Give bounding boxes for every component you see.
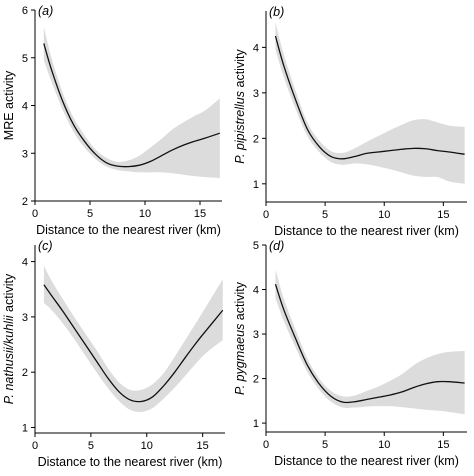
panel-c-confidence-band: [43, 266, 223, 413]
panel-c-tag: (c): [38, 239, 53, 253]
panel-d-ylabel: P. pygmaeus activity: [233, 281, 247, 395]
panel-d-y-tick-label: 1: [253, 418, 259, 430]
panel-b-y-tick-label: 1: [253, 179, 259, 191]
panel-d-y-ticks: 1 2 3 4 5: [253, 240, 266, 430]
panel-c-x-tick-label: 0: [32, 440, 38, 452]
panel-c-x-tick-label: 10: [141, 440, 153, 452]
panel-a-xlabel: Distance to the nearest river (km): [36, 223, 221, 237]
panel-c: 0 5 10 15 1 2 3 4 (c) Distance to the nearest …: [2, 239, 225, 469]
panel-a-x-tick-label: 15: [194, 208, 206, 220]
panel-c-fit-line: [43, 284, 224, 403]
panel-b-tag: (b): [269, 5, 284, 19]
panel-d-ylabel-part: P. pygmaeus: [233, 324, 247, 395]
panel-b-x-tick-label: 0: [263, 209, 269, 221]
panel-c-x-ticks: 0 5 10 15: [32, 433, 209, 452]
panel-b-fit-line: [274, 35, 465, 160]
panel-c-xlabel: Distance to the nearest river (km): [38, 455, 223, 469]
panel-a-x-tick-label: 10: [139, 208, 151, 220]
panel-d-tag: (d): [269, 239, 284, 253]
panel-a-fit-line: [43, 43, 221, 168]
panel-d-fit-line: [274, 283, 465, 404]
panel-a: 0 5 10 15 2 3 4 5 6 (a) Distance to the nearest…: [2, 4, 222, 237]
panel-d-confidence-band: [275, 269, 465, 415]
panel-c-ylabel-part: activity: [2, 273, 16, 315]
panel-c-y-tick-label: 1: [22, 422, 28, 434]
panel-d-y-tick-label: 3: [253, 329, 259, 341]
panel-d-x-ticks: 0 5 10 15: [263, 432, 449, 451]
panel-a-tag: (a): [38, 4, 53, 18]
panel-c-y-tick-label: 3: [22, 312, 28, 324]
panel-c-y-tick-label: 4: [22, 257, 28, 269]
panel-a-y-tick-label: 4: [22, 101, 28, 113]
panel-a-ylabel: MRE activity: [2, 70, 16, 140]
panel-d: 0 5 10 15 1 2 3 4 5 (d) Distance to the nearest…: [233, 239, 467, 468]
panel-b-x-tick-label: 5: [322, 209, 328, 221]
panel-b-x-tick-label: 15: [437, 209, 449, 221]
panel-b-xlabel: Distance to the nearest river (km): [274, 224, 459, 238]
panel-b-y-tick-label: 3: [253, 88, 259, 100]
panel-a-ylabel-part: MRE activity: [2, 70, 16, 140]
panel-b-ylabel-part: activity: [233, 49, 247, 91]
panel-b-ylabel: P. pipistrellus activity: [233, 49, 247, 164]
panel-a-y-tick-label: 6: [22, 5, 28, 17]
panel-c-ylabel: P. nathusii/kuhlii activity: [2, 273, 16, 404]
panel-d-xlabel: Distance to the nearest river (km): [274, 454, 459, 468]
panel-b-y-tick-label: 4: [253, 42, 259, 54]
panel-d-x-tick-label: 0: [263, 439, 269, 451]
panel-c-ylabel-part: P. nathusii/kuhlii: [2, 314, 16, 404]
panel-c-y-ticks: 1 2 3 4: [22, 257, 35, 434]
panel-b-x-ticks: 0 5 10 15: [263, 202, 449, 221]
panel-c-y-tick-label: 2: [22, 367, 28, 379]
panel-b: 0 5 10 15 1 2 3 4 (b) Distance to the nearest …: [233, 5, 467, 238]
panel-d-x-tick-label: 10: [378, 439, 390, 451]
panel-d-x-tick-label: 5: [322, 439, 328, 451]
panel-c-x-tick-label: 5: [88, 440, 94, 452]
panel-d-x-tick-label: 15: [437, 439, 449, 451]
panel-a-y-tick-label: 3: [22, 148, 28, 160]
panel-a-confidence-band: [43, 26, 220, 179]
panel-d-y-tick-label: 5: [253, 240, 259, 252]
panel-d-y-tick-label: 2: [253, 374, 259, 386]
panel-a-x-ticks: 0 5 10 15: [32, 201, 206, 220]
panel-b-y-tick-label: 2: [253, 133, 259, 145]
panel-b-x-tick-label: 10: [378, 209, 390, 221]
panel-d-y-tick-label: 4: [253, 285, 259, 297]
panel-a-x-tick-label: 0: [32, 208, 38, 220]
panel-b-y-ticks: 1 2 3 4: [253, 42, 266, 191]
panel-b-ylabel-part: P. pipistrellus: [233, 91, 247, 164]
panel-c-x-tick-label: 15: [197, 440, 209, 452]
panel-b-confidence-band: [275, 22, 465, 184]
panel-d-ylabel-part: activity: [233, 281, 247, 323]
panel-a-y-ticks: 2 3 4 5 6: [22, 5, 35, 208]
panel-a-x-tick-label: 5: [87, 208, 93, 220]
panel-a-y-tick-label: 5: [22, 53, 28, 65]
panel-a-y-tick-label: 2: [22, 196, 28, 208]
